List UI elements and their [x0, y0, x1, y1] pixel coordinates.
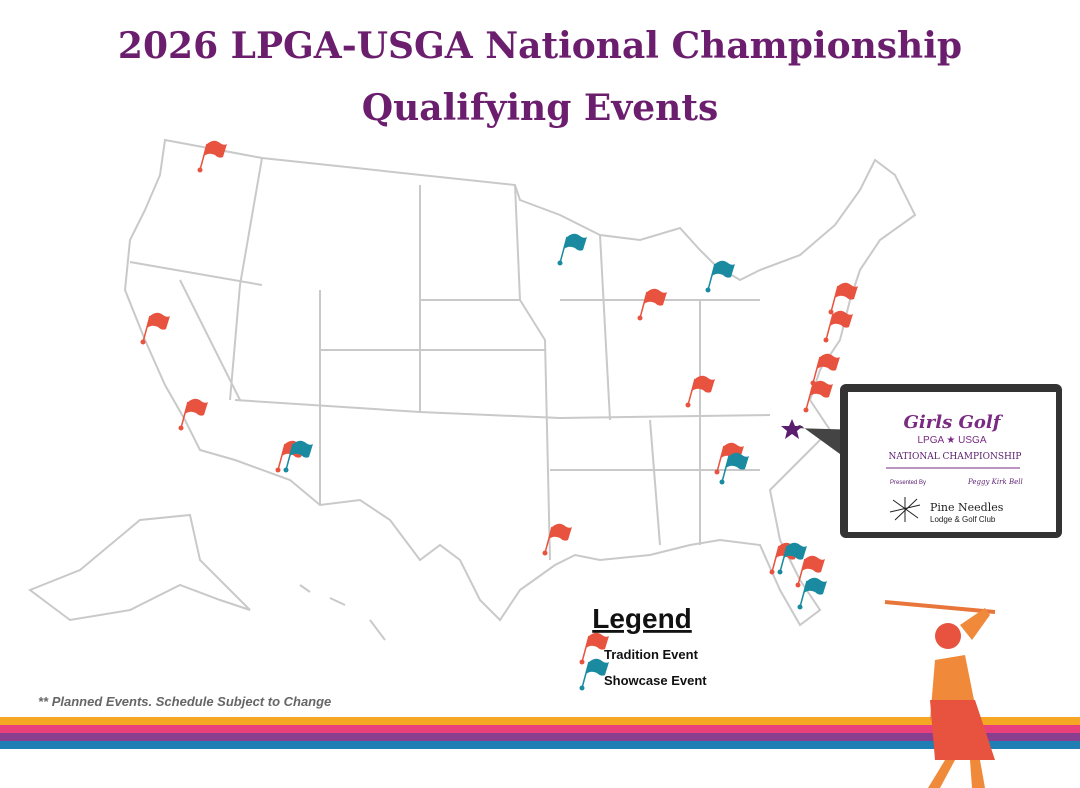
event-flag [810, 353, 840, 386]
event-flag [795, 555, 825, 588]
event-flag [178, 398, 208, 431]
logo-sub: LPGA ★ USGA [918, 435, 987, 446]
event-flag [283, 440, 313, 473]
event-flag [542, 523, 572, 556]
logo-box [848, 392, 1056, 532]
title: 2026 LPGA-USGA National Championship [118, 25, 962, 67]
logo-presented: Presented By [890, 480, 926, 486]
event-flag [140, 312, 170, 345]
event-flag [557, 233, 587, 266]
footnote: ** Planned Events. Schedule Subject to C… [38, 694, 331, 709]
legend-title: Legend [592, 603, 692, 634]
golfer [884, 600, 996, 788]
stripes [0, 717, 1080, 749]
star [781, 419, 803, 439]
logo-sponsor: Peggy Kirk Bell [967, 478, 1023, 486]
legend-item: Showcase Event [604, 673, 707, 688]
us-map [27, 138, 917, 641]
event-flag [777, 542, 807, 575]
legend-item: Tradition Event [604, 647, 699, 662]
logo-event: NATIONAL CHAMPIONSHIP [889, 452, 1022, 462]
pine-icon [889, 497, 921, 522]
event-flag [803, 380, 833, 413]
event-flag [579, 632, 609, 665]
logo-venue-sub: Lodge & Golf Club [930, 515, 996, 524]
event-flag [685, 375, 715, 408]
event-flag [705, 260, 735, 293]
event-flag [197, 140, 227, 173]
event-flag [579, 658, 609, 691]
event-flag [637, 288, 667, 321]
event-flag [719, 452, 749, 485]
event-flag [797, 577, 827, 610]
logo-venue: Pine Needles [930, 501, 1004, 514]
logo-brand: Girls Golf [904, 412, 1004, 433]
event-flag [823, 310, 853, 343]
event-flags [140, 140, 858, 691]
event-flag [828, 282, 858, 315]
title: Qualifying Events [362, 87, 719, 129]
